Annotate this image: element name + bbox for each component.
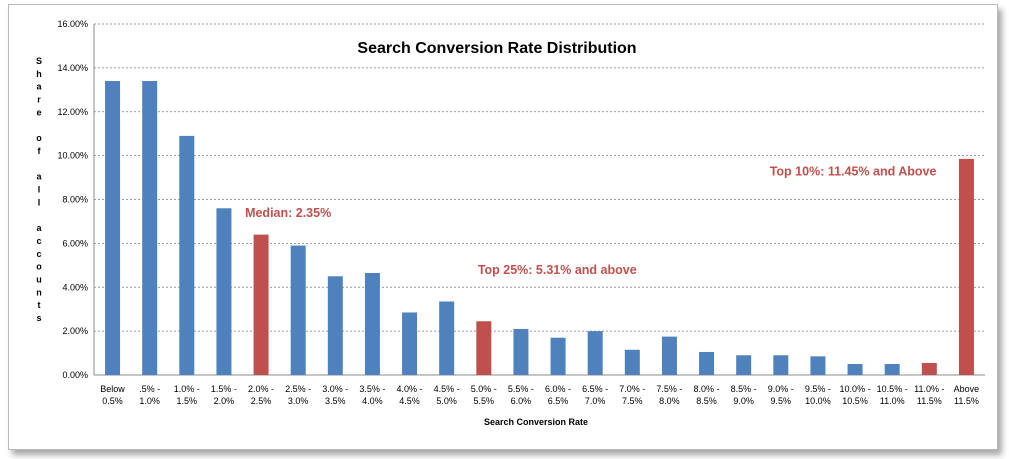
x-tick-label: Above 11.5%	[954, 384, 980, 406]
x-tick-label: 8.5% -9.0%	[731, 384, 757, 406]
x-tick-label: 11.0% -11.5%	[914, 384, 944, 406]
x-tick-label: 8.0% -8.5%	[694, 384, 720, 406]
annotation-label: Top 25%: 5.31% and above	[478, 263, 637, 277]
bar	[364, 272, 380, 375]
bar	[884, 364, 900, 375]
x-tick-label: 5.0% -5.5%	[471, 384, 497, 406]
bar	[439, 301, 455, 375]
x-tick-label: 4.0% -4.5%	[397, 384, 423, 406]
chart-frame	[8, 4, 998, 450]
x-tick-label: 6.0% -6.5%	[545, 384, 571, 406]
bar	[550, 337, 566, 375]
x-tick-label: 7.0% -7.5%	[619, 384, 645, 406]
y-tick-label: 12.00%	[57, 107, 88, 117]
bar	[513, 328, 529, 375]
x-tick-label: 9.0% -9.5%	[768, 384, 794, 406]
x-tick-label: 5.5% -6.0%	[508, 384, 534, 406]
bar	[810, 356, 826, 375]
y-tick-label: 0.00%	[62, 370, 88, 380]
highlight-bar	[253, 234, 269, 375]
x-tick-label: 3.0% -3.5%	[322, 384, 348, 406]
chart-title: Search Conversion Rate Distribution	[357, 40, 636, 57]
highlight-bar	[958, 158, 974, 375]
x-tick-label: 2.0% -2.5%	[248, 384, 274, 406]
x-tick-label: 10.5% -11.0%	[877, 384, 908, 406]
bar	[587, 331, 603, 375]
highlight-bar	[476, 321, 492, 375]
bar	[736, 355, 752, 375]
bar	[327, 276, 343, 375]
bar	[847, 364, 863, 375]
x-tick-label: 1.5% -2.0%	[211, 384, 237, 406]
annotation-label: Median: 2.35%	[245, 206, 331, 220]
bar	[142, 81, 158, 375]
y-tick-label: 10.00%	[57, 151, 88, 161]
y-tick-label: 2.00%	[62, 326, 88, 336]
bar	[624, 349, 640, 375]
bar	[105, 81, 121, 375]
x-tick-label: 3.5% -4.0%	[359, 384, 385, 406]
bar	[773, 355, 789, 375]
y-tick-label: 16.00%	[57, 19, 88, 29]
x-tick-label: Below 0.5%	[100, 384, 125, 406]
x-tick-label: 6.5% -7.0%	[582, 384, 608, 406]
annotation-label: Top 10%: 11.45% and Above	[770, 164, 937, 178]
y-tick-label: 6.00%	[62, 238, 88, 248]
x-axis-title: Search Conversion Rate	[484, 417, 588, 427]
bar	[216, 208, 232, 375]
x-tick-label: 2.5% -3.0%	[285, 384, 311, 406]
x-tick-label: .5% -1.0%	[139, 384, 160, 406]
x-tick-label: 7.5% -8.0%	[656, 384, 682, 406]
x-tick-label: 10.0% -10.5%	[840, 384, 871, 406]
y-tick-label: 8.00%	[62, 195, 88, 205]
y-tick-label: 4.00%	[62, 282, 88, 292]
bar	[661, 336, 677, 375]
highlight-bar	[921, 362, 937, 375]
bar	[402, 312, 418, 375]
bar	[179, 135, 195, 375]
bar	[699, 351, 715, 375]
x-tick-label: 4.5% -5.0%	[434, 384, 460, 406]
y-tick-label: 14.00%	[57, 63, 88, 73]
x-tick-label: 1.0% -1.5%	[174, 384, 200, 406]
x-tick-label: 9.5% -10.0%	[805, 384, 831, 406]
bar	[290, 245, 306, 375]
